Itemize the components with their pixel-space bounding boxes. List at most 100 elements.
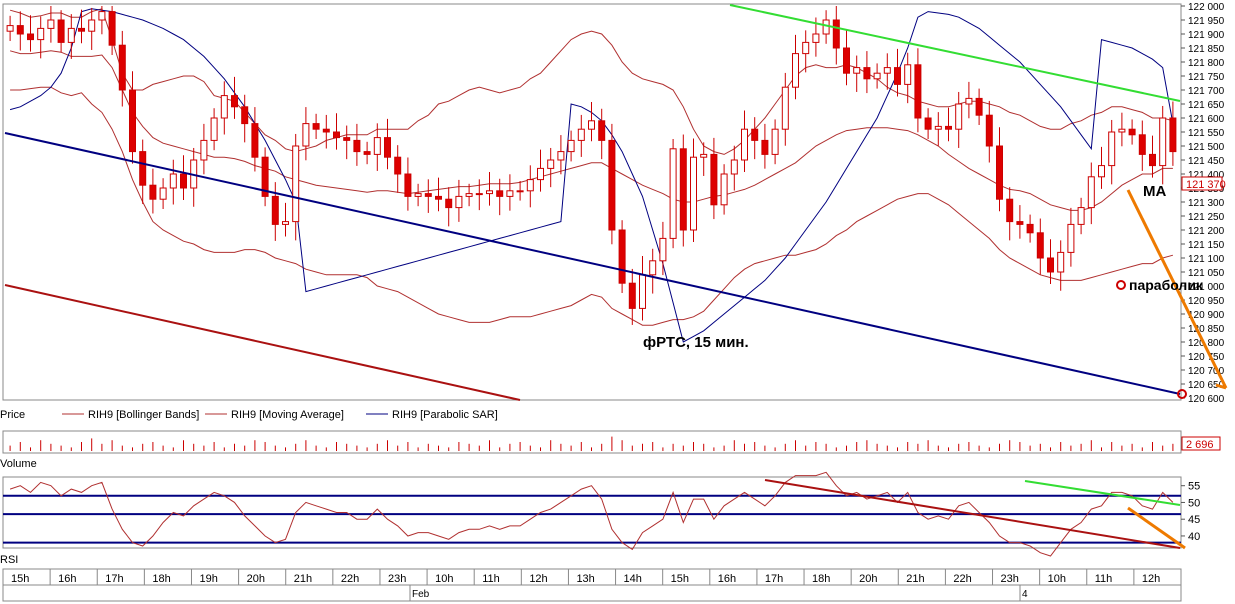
date-label: Feb bbox=[412, 589, 430, 600]
orange-arrowhead bbox=[1215, 383, 1227, 390]
price-tick-label: 121 550 bbox=[1188, 128, 1225, 139]
price-tick-label: 121 300 bbox=[1188, 198, 1225, 209]
candle-body bbox=[1149, 153, 1156, 167]
candle-body bbox=[934, 125, 942, 130]
candle-body bbox=[373, 137, 381, 155]
candle-body bbox=[108, 11, 116, 46]
time-tick-label: 13h bbox=[576, 573, 594, 585]
candle-body bbox=[282, 221, 289, 225]
time-tick-label: 22h bbox=[341, 573, 359, 585]
red-trendline bbox=[4, 284, 521, 401]
price-tick-label: 121 050 bbox=[1188, 268, 1225, 279]
candle-body bbox=[363, 151, 371, 155]
candle-body bbox=[720, 173, 728, 206]
candle-body bbox=[78, 27, 85, 32]
time-tick-label: 18h bbox=[152, 573, 170, 585]
candle-body bbox=[1006, 198, 1014, 223]
candle-body bbox=[169, 173, 177, 189]
candle-body bbox=[404, 173, 412, 197]
legend: Price RIH9 [Bollinger Bands] RIH9 [Moving … bbox=[0, 409, 498, 421]
candle-body bbox=[832, 19, 840, 49]
candle-body bbox=[486, 190, 493, 195]
time-tick-label: 23h bbox=[388, 573, 406, 585]
time-tick-label: 22h bbox=[953, 573, 971, 585]
candle-body bbox=[333, 131, 340, 139]
candle-body bbox=[1098, 165, 1105, 178]
candle-body bbox=[57, 19, 65, 43]
time-tick-label: 14h bbox=[624, 573, 642, 585]
candle-body bbox=[231, 95, 238, 108]
candle-body bbox=[639, 274, 646, 309]
time-tick-label: 10h bbox=[1048, 573, 1066, 585]
last-price-box bbox=[1181, 176, 1223, 191]
candle-body bbox=[526, 179, 534, 192]
candle-body bbox=[537, 167, 544, 181]
legend-entry: RIH9 [Bollinger Bands] bbox=[88, 409, 199, 421]
candle-body bbox=[496, 190, 504, 197]
time-tick-label: 16h bbox=[718, 573, 736, 585]
candle-body bbox=[302, 123, 310, 147]
candle-body bbox=[1169, 117, 1177, 153]
candle-body bbox=[159, 187, 167, 200]
rsi-line bbox=[9, 471, 1174, 557]
candle-body bbox=[792, 53, 799, 88]
candle-body bbox=[802, 41, 810, 55]
candle-body bbox=[557, 151, 565, 161]
rsi-pane-label: RSI bbox=[0, 554, 18, 566]
candle-body bbox=[241, 106, 249, 125]
candle-body bbox=[771, 128, 779, 155]
price-tick-label: 120 800 bbox=[1188, 338, 1225, 349]
candle-body bbox=[547, 159, 555, 169]
time-tick-label: 15h bbox=[11, 573, 29, 585]
sar-marker bbox=[1116, 280, 1126, 290]
rsi-tick-label: 45 bbox=[1188, 514, 1200, 526]
candle-body bbox=[914, 64, 922, 119]
price-tick-label: 121 900 bbox=[1188, 30, 1225, 41]
time-tick-label: 12h bbox=[1142, 573, 1160, 585]
candle-body bbox=[751, 128, 759, 141]
candle-body bbox=[1047, 257, 1054, 273]
time-tick-label: 19h bbox=[199, 573, 217, 585]
time-tick-label: 10h bbox=[435, 573, 453, 585]
time-tick-label: 11h bbox=[482, 573, 500, 585]
candle-body bbox=[1077, 207, 1085, 225]
candle-body bbox=[853, 67, 861, 74]
candle-body bbox=[1026, 223, 1034, 234]
candle-body bbox=[1118, 128, 1126, 133]
candle-body bbox=[1036, 232, 1044, 259]
price-tick-label: 121 100 bbox=[1188, 254, 1225, 265]
candle-body bbox=[883, 67, 891, 74]
price-tick-label: 121 200 bbox=[1188, 226, 1225, 237]
price-tick-label: 121 600 bbox=[1188, 114, 1225, 125]
rsi-green-trendline bbox=[1024, 480, 1181, 506]
candle-body bbox=[394, 156, 402, 175]
price-tick-label: 121 400 bbox=[1188, 170, 1225, 181]
date-label: 4 bbox=[1022, 589, 1028, 600]
rsi-tick-label: 50 bbox=[1188, 497, 1200, 509]
candle-body bbox=[98, 11, 106, 21]
candle-body bbox=[618, 229, 626, 284]
price-tick-label: 122 000 bbox=[1188, 2, 1225, 13]
candle-body bbox=[180, 173, 187, 189]
candle-body bbox=[608, 139, 616, 231]
candle-body bbox=[343, 137, 351, 141]
legend-entry: Price bbox=[0, 409, 25, 421]
candle-body bbox=[669, 148, 677, 239]
candle-body bbox=[261, 156, 269, 197]
candle-body bbox=[47, 19, 55, 29]
candle-body bbox=[628, 282, 636, 309]
candle-body bbox=[384, 137, 391, 158]
candle-body bbox=[1067, 223, 1075, 253]
price-tick-label: 121 750 bbox=[1188, 72, 1225, 83]
price-tick-label: 121 650 bbox=[1188, 100, 1225, 111]
candle-body bbox=[863, 67, 871, 80]
candle-body bbox=[322, 128, 330, 133]
price-tick-label: 120 950 bbox=[1188, 296, 1225, 307]
candle-body bbox=[710, 153, 718, 206]
time-tick-label: 16h bbox=[58, 573, 76, 585]
candle-body bbox=[129, 89, 136, 153]
candle-body bbox=[1128, 128, 1136, 136]
volume-pane bbox=[2, 430, 1182, 454]
